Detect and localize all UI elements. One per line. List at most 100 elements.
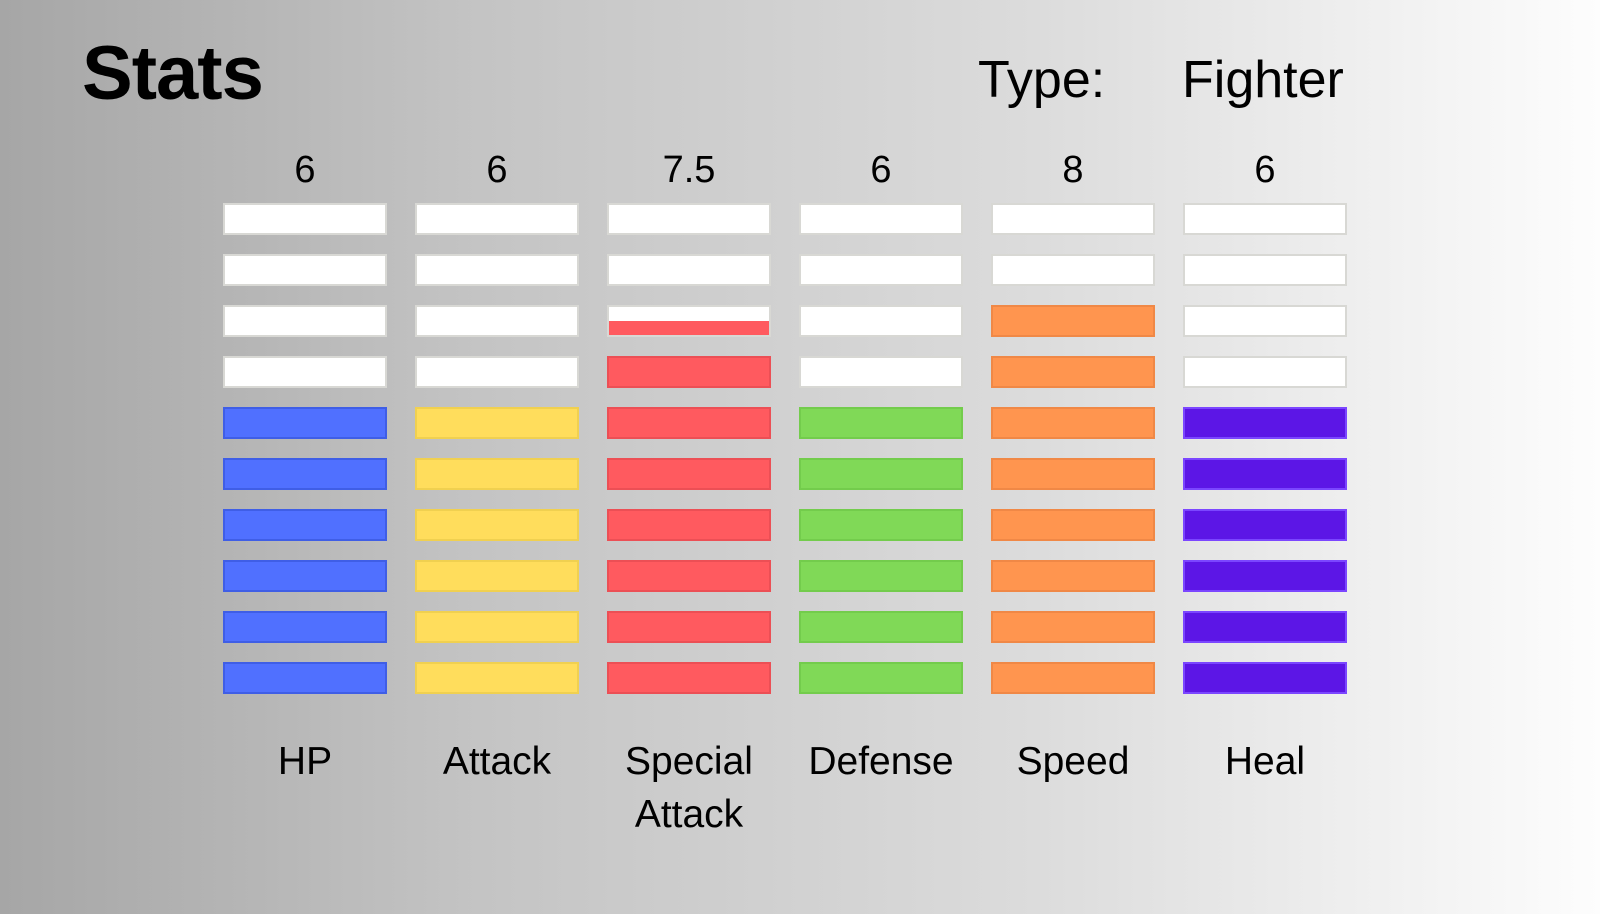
stat-bar-segment [1183,407,1347,439]
stat-bar-segment [799,458,963,490]
stat-bar-fill [1185,613,1345,641]
stat-bar-fill [801,613,961,641]
stat-bar-fill [993,562,1153,590]
stat-bar-fill [1185,511,1345,539]
stat-bar-segment [223,203,387,235]
type-label: Type: [978,51,1106,109]
stat-bar-segment [1183,254,1347,286]
stat-bar-stack [1183,203,1347,713]
stat-bar-segment [607,356,771,388]
stat-bar-segment [607,305,771,337]
stat-bar-fill [225,664,385,692]
stat-bar-fill [609,613,769,641]
stat-bar-segment [799,611,963,643]
stat-bar-fill [1185,409,1345,437]
stat-bar-fill [609,321,769,335]
stat-bar-fill [609,664,769,692]
stat-value: 6 [1254,149,1276,191]
stat-bar-segment [991,560,1155,592]
stat-bar-fill [417,511,577,539]
stat-bar-fill [993,358,1153,386]
stat-bar-fill [609,460,769,488]
stat-bar-fill [417,409,577,437]
stat-bar-segment [1183,662,1347,694]
stat-bar-fill [801,511,961,539]
stat-bar-stack [607,203,771,713]
stat-bar-segment [223,305,387,337]
stat-bar-stack [991,203,1155,713]
stat-bar-fill [993,613,1153,641]
stat-label: Attack [442,740,552,783]
stat-bar-segment [223,458,387,490]
stat-bar-fill [609,409,769,437]
stat-label: HP [277,740,333,783]
type-value: Fighter [1182,51,1344,109]
stat-bar-segment [991,509,1155,541]
stat-label: Defense [808,740,954,783]
stat-bar-segment [607,458,771,490]
stat-bar-fill [417,613,577,641]
stat-bar-fill [993,511,1153,539]
stat-bar-segment [607,254,771,286]
stat-value: 6 [486,149,508,191]
stat-bar-segment [607,560,771,592]
stat-bar-segment [799,662,963,694]
stat-bar-segment [415,662,579,694]
stat-bar-segment [991,356,1155,388]
stat-bar-segment [415,509,579,541]
stat-bar-segment [991,407,1155,439]
stat-bar-segment [1183,458,1347,490]
stat-bar-fill [801,409,961,437]
stat-bar-fill [801,562,961,590]
stat-bar-segment [799,254,963,286]
stat-bar-fill [609,511,769,539]
stat-bar-fill [993,664,1153,692]
stat-bar-fill [993,409,1153,437]
stat-bar-segment [415,611,579,643]
stat-bar-segment [799,356,963,388]
stat-bar-fill [225,460,385,488]
stat-bar-fill [417,460,577,488]
stat-value: 6 [870,149,892,191]
stat-bar-segment [1183,305,1347,337]
stat-label: Speed [1016,740,1130,783]
stat-bar-segment [607,407,771,439]
stat-bar-segment [799,305,963,337]
stat-bar-fill [1185,460,1345,488]
stat-bar-segment [1183,611,1347,643]
stat-bar-segment [415,254,579,286]
stat-bar-segment [991,305,1155,337]
stat-bar-fill [225,613,385,641]
stat-bar-fill [609,358,769,386]
stat-bar-segment [991,611,1155,643]
stat-bar-fill [609,562,769,590]
stat-bar-fill [993,460,1153,488]
stat-bar-segment [1183,509,1347,541]
stat-bar-segment [223,611,387,643]
stat-bar-segment [223,407,387,439]
stat-bar-segment [607,611,771,643]
stat-value: 8 [1062,149,1084,191]
stat-bar-segment [799,203,963,235]
stat-value: 6 [294,149,316,191]
stat-bar-segment [607,662,771,694]
stat-bar-fill [417,562,577,590]
stat-bar-segment [415,560,579,592]
stat-bar-fill [1185,664,1345,692]
stat-bar-fill [801,664,961,692]
stat-bar-segment [799,509,963,541]
stat-bar-segment [991,254,1155,286]
stat-bar-stack [223,203,387,713]
stat-label: Heal [1224,740,1306,783]
stat-bar-segment [991,662,1155,694]
stat-bar-stack [799,203,963,713]
stat-bar-fill [225,562,385,590]
stat-bar-fill [993,307,1153,335]
stat-bar-segment [1183,560,1347,592]
stat-bar-fill [225,409,385,437]
stat-bar-segment [415,407,579,439]
stat-bar-segment [991,458,1155,490]
stat-bar-fill [1185,562,1345,590]
stat-label: Special Attack [625,740,753,836]
stat-bar-segment [415,458,579,490]
